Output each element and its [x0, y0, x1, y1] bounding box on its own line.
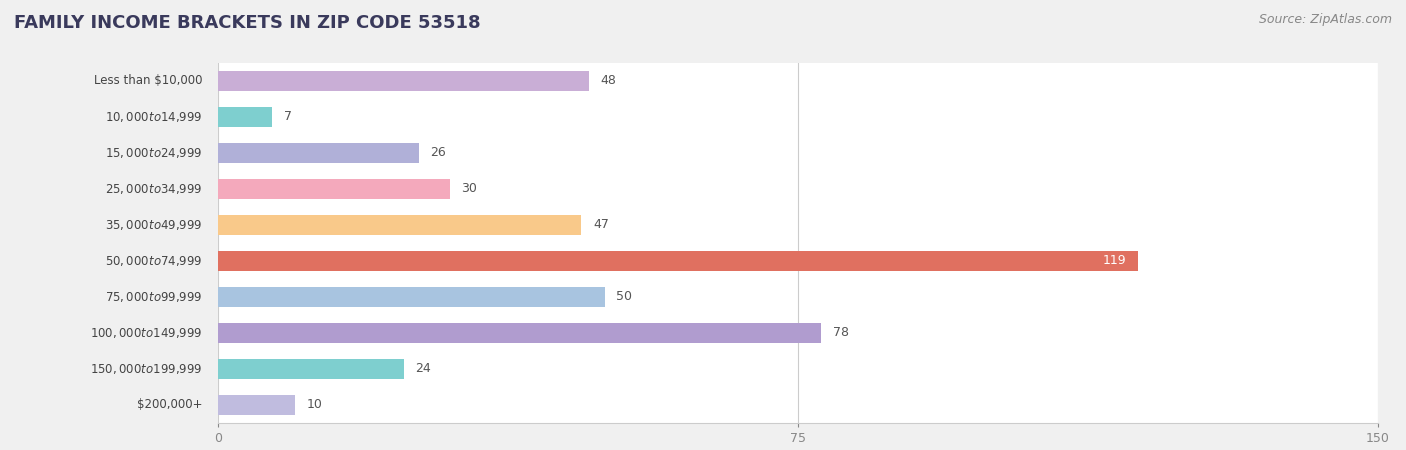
- Bar: [218, 323, 821, 343]
- Text: FAMILY INCOME BRACKETS IN ZIP CODE 53518: FAMILY INCOME BRACKETS IN ZIP CODE 53518: [14, 14, 481, 32]
- Bar: [218, 351, 1378, 387]
- Text: $25,000 to $34,999: $25,000 to $34,999: [105, 182, 202, 196]
- Bar: [218, 107, 273, 127]
- Text: $150,000 to $199,999: $150,000 to $199,999: [90, 362, 202, 376]
- Text: $75,000 to $99,999: $75,000 to $99,999: [105, 290, 202, 304]
- Bar: [218, 251, 1139, 271]
- Text: 47: 47: [593, 219, 609, 231]
- Bar: [218, 143, 419, 163]
- Bar: [218, 359, 404, 379]
- Bar: [218, 63, 1378, 99]
- Text: $10,000 to $14,999: $10,000 to $14,999: [105, 110, 202, 124]
- Bar: [218, 179, 450, 199]
- Bar: [218, 287, 605, 307]
- Bar: [218, 207, 1378, 243]
- Text: $15,000 to $24,999: $15,000 to $24,999: [105, 146, 202, 160]
- Text: 7: 7: [284, 111, 291, 123]
- Text: $200,000+: $200,000+: [136, 399, 202, 411]
- Bar: [218, 387, 1378, 423]
- Bar: [218, 171, 1378, 207]
- Text: 78: 78: [832, 327, 849, 339]
- Bar: [218, 315, 1378, 351]
- Text: $35,000 to $49,999: $35,000 to $49,999: [105, 218, 202, 232]
- Bar: [218, 243, 1378, 279]
- Bar: [218, 215, 582, 235]
- Text: 119: 119: [1102, 255, 1126, 267]
- Text: $50,000 to $74,999: $50,000 to $74,999: [105, 254, 202, 268]
- Text: Less than $10,000: Less than $10,000: [94, 75, 202, 87]
- Text: 48: 48: [600, 75, 617, 87]
- Bar: [218, 279, 1378, 315]
- Text: Source: ZipAtlas.com: Source: ZipAtlas.com: [1258, 14, 1392, 27]
- Text: $100,000 to $149,999: $100,000 to $149,999: [90, 326, 202, 340]
- Bar: [218, 395, 295, 415]
- Text: 10: 10: [307, 399, 323, 411]
- Text: 24: 24: [415, 363, 430, 375]
- Text: 50: 50: [616, 291, 633, 303]
- Text: 30: 30: [461, 183, 478, 195]
- Bar: [218, 71, 589, 91]
- Bar: [218, 135, 1378, 171]
- Bar: [218, 99, 1378, 135]
- Text: 26: 26: [430, 147, 446, 159]
